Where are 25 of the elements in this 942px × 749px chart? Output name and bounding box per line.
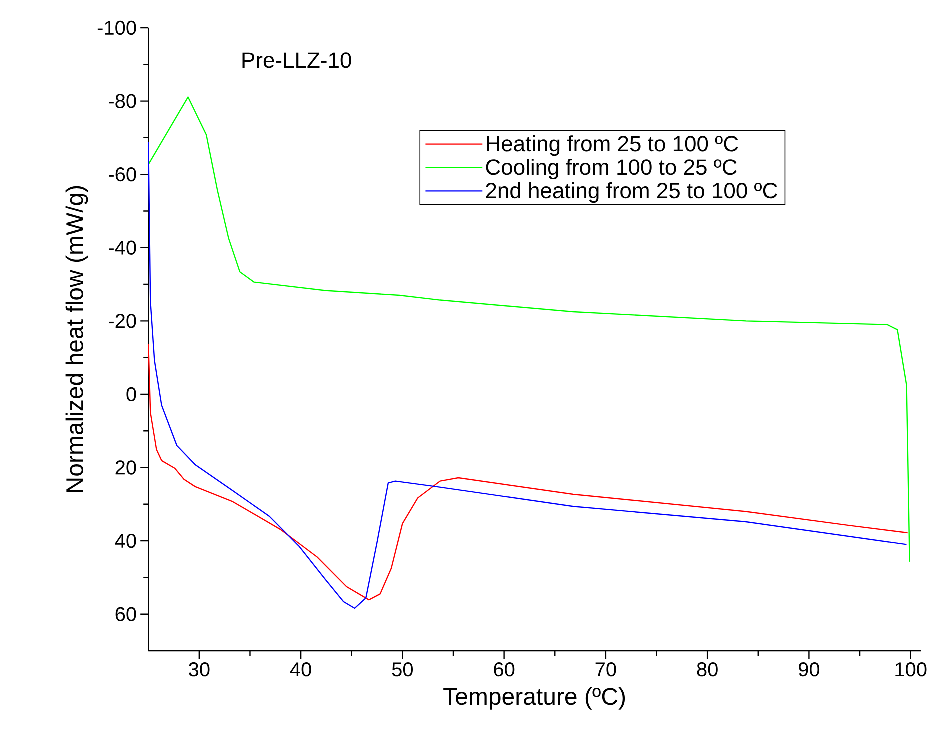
y-tick-label: -80 xyxy=(109,94,136,108)
annotation: Pre-LLZ-10 xyxy=(242,52,352,68)
line-series xyxy=(148,96,910,563)
y-tick-label: 60 xyxy=(116,607,136,622)
y-tick-label: 20 xyxy=(116,460,136,475)
y-tick-label: -100 xyxy=(98,20,136,36)
line-series xyxy=(148,344,908,601)
y-tick-label: -40 xyxy=(109,240,136,255)
x-tick-label: 80 xyxy=(697,662,718,677)
y-tick-label: -60 xyxy=(109,168,136,182)
y-axis-title: Normalized heat flow (mW/g) xyxy=(66,186,88,492)
x-tick-label: 100 xyxy=(896,662,927,677)
y-tick-label: -20 xyxy=(109,314,136,328)
x-tick-label: 30 xyxy=(189,662,210,677)
x-tick-label: 90 xyxy=(799,662,820,677)
x-tick-label: 50 xyxy=(392,662,414,677)
x-tick-label: 40 xyxy=(290,662,312,677)
x-axis-title: Temperature (ºC) xyxy=(444,688,626,710)
x-tick-label: 60 xyxy=(494,662,515,677)
y-tick-label: 0 xyxy=(126,387,136,402)
legend-label: 2nd heating from 25 to 100 ºC xyxy=(486,182,778,203)
y-tick-label: 40 xyxy=(115,534,136,548)
legend-label: Cooling from 100 to 25 ºC xyxy=(486,159,737,180)
legend-label: Heating from 25 to 100 ºC xyxy=(487,136,738,156)
x-tick-label: 70 xyxy=(596,662,616,677)
